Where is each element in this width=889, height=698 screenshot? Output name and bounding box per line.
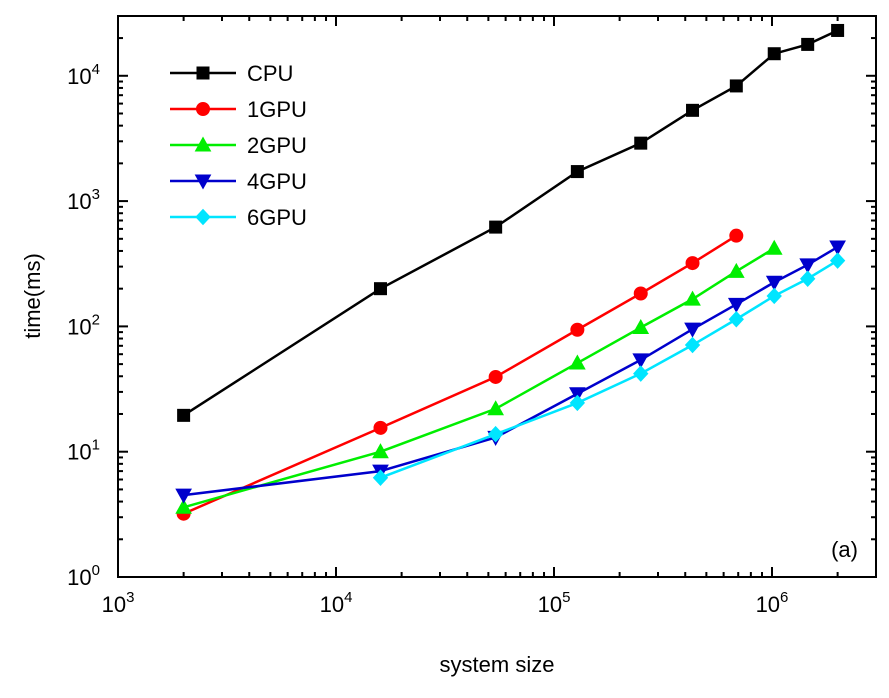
data-point-6gpu	[829, 252, 846, 269]
x-tick-label: 106	[756, 589, 789, 617]
data-point-4gpu	[569, 387, 586, 403]
legend-label: 1GPU	[247, 97, 307, 122]
series-line-2gpu	[183, 247, 775, 509]
panel-annotation: (a)	[831, 537, 858, 562]
legend-marker	[195, 208, 211, 226]
data-point-1gpu	[633, 286, 648, 301]
data-point-1gpu	[729, 228, 744, 243]
legend-label: 2GPU	[247, 133, 307, 158]
y-tick-label: 103	[67, 186, 100, 214]
data-point-6gpu	[684, 336, 701, 354]
data-point-6gpu	[633, 365, 649, 382]
data-point-6gpu	[487, 425, 504, 443]
data-point-cpu	[177, 408, 191, 422]
data-point-4gpu	[175, 488, 192, 504]
data-point-2gpu	[487, 400, 505, 416]
x-axis: 103 104 105 106	[102, 16, 877, 617]
data-point-2gpu	[372, 443, 389, 459]
legend-label: 4GPU	[247, 169, 307, 194]
data-point-6gpu	[372, 469, 389, 486]
data-point-1gpu	[685, 256, 700, 271]
legend-marker	[196, 66, 210, 80]
x-tick-label: 103	[102, 589, 135, 617]
data-point-4gpu	[632, 353, 650, 369]
data-point-cpu	[831, 23, 845, 37]
series-line-cpu	[182, 29, 839, 417]
data-point-1gpu	[570, 322, 585, 337]
legend-item-cpu: CPU	[170, 61, 293, 86]
data-point-2gpu	[175, 498, 192, 514]
data-point-6gpu	[569, 394, 586, 412]
series-1gpu	[176, 228, 744, 521]
data-point-4gpu	[684, 322, 701, 338]
data-point-2gpu	[684, 290, 701, 306]
y-tick-label: 104	[67, 61, 100, 89]
series-4gpu	[175, 240, 846, 504]
data-point-cpu	[729, 79, 743, 93]
series-line-1gpu	[183, 234, 737, 515]
data-point-2gpu	[765, 239, 783, 255]
x-tick-label: 105	[538, 589, 571, 617]
data-point-cpu	[801, 37, 815, 51]
data-point-cpu	[373, 282, 387, 296]
series-2gpu	[175, 239, 783, 514]
series-6gpu	[372, 252, 846, 486]
data-point-4gpu	[765, 275, 783, 291]
legend: CPU 1GPU 2GPU 4GPU 6GPU	[170, 61, 307, 230]
data-point-4gpu	[829, 240, 846, 256]
series-line-6gpu	[380, 259, 839, 479]
series-cpu	[177, 23, 845, 422]
legend-item-6gpu: 6GPU	[170, 205, 307, 230]
y-axis: 100 101 102 103 104	[67, 15, 876, 590]
x-axis-label: system size	[440, 652, 555, 677]
data-point-1gpu	[373, 420, 388, 435]
y-axis-label: time(ms)	[20, 253, 45, 339]
data-point-cpu	[570, 165, 584, 179]
x-tick-label: 104	[320, 589, 353, 617]
legend-item-1gpu: 1GPU	[170, 97, 307, 122]
series-layer	[175, 23, 846, 521]
data-point-cpu	[686, 103, 700, 117]
data-point-6gpu	[800, 270, 816, 287]
plot-frame	[117, 15, 877, 578]
data-point-6gpu	[766, 287, 782, 305]
legend-label: CPU	[247, 61, 293, 86]
series-line-4gpu	[183, 245, 839, 497]
legend-item-2gpu: 2GPU	[170, 133, 307, 158]
data-point-cpu	[634, 136, 648, 150]
legend-marker	[196, 102, 210, 116]
legend-label: 6GPU	[247, 205, 307, 230]
y-tick-label: 100	[67, 562, 100, 590]
legend-marker	[194, 174, 212, 190]
data-point-1gpu	[488, 369, 503, 384]
data-point-2gpu	[727, 262, 745, 278]
data-point-cpu	[767, 47, 781, 61]
legend-item-4gpu: 4GPU	[170, 169, 307, 194]
legend-marker	[194, 136, 212, 152]
data-point-2gpu	[569, 354, 586, 370]
data-point-cpu	[489, 220, 503, 234]
data-point-4gpu	[799, 258, 817, 274]
y-tick-label: 102	[67, 311, 100, 339]
data-point-2gpu	[632, 318, 650, 334]
data-point-4gpu	[727, 297, 745, 313]
y-tick-label: 101	[67, 437, 100, 465]
data-point-6gpu	[728, 311, 744, 328]
